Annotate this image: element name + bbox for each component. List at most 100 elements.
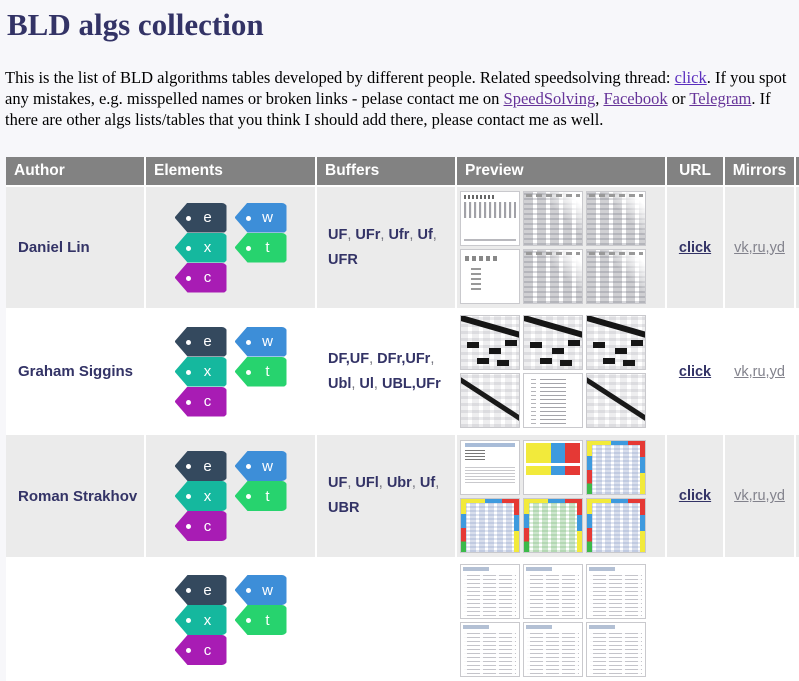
cutoff-column-cell xyxy=(796,435,799,557)
preview-thumbnail[interactable] xyxy=(523,563,583,619)
buffer-token: UBL,UFr xyxy=(381,375,441,392)
element-tag-label: c xyxy=(203,269,212,286)
preview-thumbnail[interactable] xyxy=(586,373,646,428)
mirror-link-vk[interactable]: vk xyxy=(734,488,749,504)
element-tag-label: c xyxy=(203,641,212,659)
preview-thumbnail[interactable] xyxy=(586,621,646,677)
element-tag-label: t xyxy=(265,487,270,505)
preview-cell xyxy=(457,310,665,433)
buffer-token: DF,UF xyxy=(328,350,370,367)
preview-thumbnail[interactable] xyxy=(523,373,583,428)
preview-thumbnail-grid xyxy=(460,191,646,304)
url-link[interactable]: click xyxy=(678,363,712,380)
preview-thumbnail[interactable] xyxy=(586,249,646,304)
buffer-separator: , xyxy=(373,375,382,392)
preview-thumbnail[interactable] xyxy=(523,191,583,246)
mirror-link-vk[interactable]: vk xyxy=(734,239,749,256)
element-tag-label: c xyxy=(203,393,212,410)
buffer-separator: , xyxy=(351,375,360,392)
mirrors-cell: vk, ru, yd xyxy=(725,310,794,433)
buffer-token: Ubl xyxy=(328,375,352,392)
buffer-separator: , xyxy=(378,475,387,491)
intro-text: . If there are other algs lists/tables t… xyxy=(5,89,771,129)
mirror-link-yd[interactable]: yd xyxy=(769,363,785,380)
buffers-cell: DF,UF, DFr,UFr, Ubl, Ul, UBL,UFr xyxy=(317,310,455,433)
column-header-author: Author xyxy=(6,157,144,185)
element-tag-label: e xyxy=(203,209,212,226)
preview-thumbnail[interactable] xyxy=(586,439,646,495)
element-tag-x: x xyxy=(174,481,227,511)
column-header-preview: Preview xyxy=(457,157,665,185)
preview-thumbnail[interactable] xyxy=(523,497,583,553)
buffer-separator: , xyxy=(435,475,440,491)
buffer-token: Ul xyxy=(359,375,374,392)
buffer-token: UF xyxy=(328,226,348,243)
buffer-token: UFR xyxy=(328,251,358,268)
preview-thumbnail[interactable] xyxy=(523,315,583,370)
author-cell: Daniel Lin xyxy=(6,187,144,308)
preview-thumbnail[interactable] xyxy=(523,249,583,304)
buffer-token: Uf xyxy=(419,475,436,491)
url-link[interactable]: click xyxy=(678,239,712,256)
preview-thumbnail[interactable] xyxy=(523,621,583,677)
preview-thumbnail[interactable] xyxy=(586,563,646,619)
mirrors-cell xyxy=(725,559,794,681)
intro-text: . If you spot any mistakes, e.g. misspel… xyxy=(5,68,787,108)
cutoff-column-cell xyxy=(796,187,799,308)
preview-thumbnail-grid xyxy=(460,315,646,428)
preview-thumbnail[interactable] xyxy=(460,191,520,246)
mirror-separator: , xyxy=(765,363,770,380)
mirrors-cell: vk, ru, yd xyxy=(725,435,794,557)
preview-thumbnail[interactable] xyxy=(586,497,646,553)
mirror-link-yd[interactable]: yd xyxy=(769,488,785,504)
mirror-link-ru[interactable]: ru xyxy=(752,363,766,380)
preview-cell xyxy=(457,559,665,681)
intro-text: or xyxy=(667,89,690,108)
preview-thumbnail[interactable] xyxy=(460,315,520,370)
mirror-link-yd[interactable]: yd xyxy=(769,239,785,256)
intro-text: This is the list of BLD algorithms table… xyxy=(5,68,675,87)
element-tag-w: w xyxy=(234,575,287,605)
element-tag-label: e xyxy=(203,581,212,599)
preview-thumbnail[interactable] xyxy=(460,563,520,619)
elements-cell: e w x t c xyxy=(146,559,315,681)
preview-thumbnail[interactable] xyxy=(460,621,520,677)
preview-thumbnail[interactable] xyxy=(460,497,520,553)
preview-thumbnail[interactable] xyxy=(523,439,583,495)
element-tag-label: e xyxy=(203,333,212,350)
element-tag-label: x xyxy=(203,487,212,505)
element-tag-t: t xyxy=(234,605,287,635)
element-tag-label: t xyxy=(265,239,270,256)
preview-thumbnail[interactable] xyxy=(586,191,646,246)
element-tag-c: c xyxy=(174,262,227,293)
preview-thumbnail[interactable] xyxy=(460,249,520,304)
author-cell xyxy=(6,559,144,681)
element-tag-group: e w x t c xyxy=(174,575,287,665)
thread-link[interactable]: click xyxy=(674,68,707,87)
url-cell xyxy=(667,559,723,681)
facebook-link[interactable]: Facebook xyxy=(603,89,668,108)
mirror-separator: , xyxy=(748,239,753,256)
column-header-cutoff xyxy=(796,157,799,185)
element-tag-label: t xyxy=(265,363,270,380)
preview-thumbnail[interactable] xyxy=(460,439,520,495)
speedsolving-link[interactable]: SpeedSolving xyxy=(503,89,596,108)
telegram-link[interactable]: Telegram xyxy=(689,89,752,108)
mirror-link-vk[interactable]: vk xyxy=(734,363,749,380)
elements-cell: e w x t c xyxy=(146,310,315,433)
url-link[interactable]: click xyxy=(678,488,712,504)
element-tag-x: x xyxy=(174,232,227,263)
element-tag-w: w xyxy=(234,326,287,357)
preview-thumbnail[interactable] xyxy=(460,373,520,428)
author-cell: Graham Siggins xyxy=(6,310,144,433)
buffer-token: UFr xyxy=(355,226,381,243)
element-tag-label: x xyxy=(203,363,212,380)
element-tag-group: e w x t c xyxy=(174,451,287,541)
element-tag-x: x xyxy=(174,356,227,387)
element-tag-e: e xyxy=(174,326,227,357)
preview-thumbnail[interactable] xyxy=(586,315,646,370)
element-tag-e: e xyxy=(174,202,227,233)
mirror-link-ru[interactable]: ru xyxy=(752,239,766,256)
element-tag-c: c xyxy=(174,511,227,541)
mirror-link-ru[interactable]: ru xyxy=(752,488,766,504)
